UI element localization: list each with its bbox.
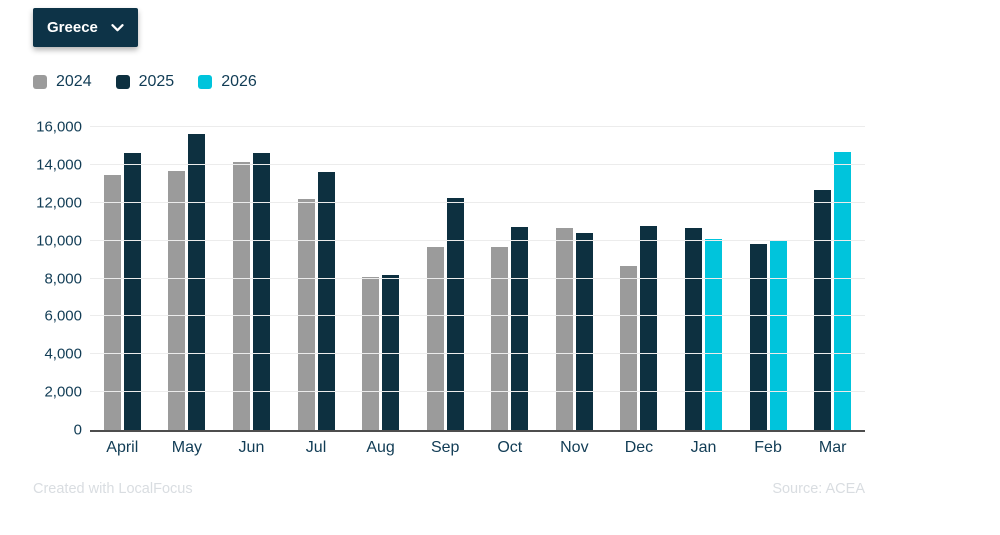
- bar-2024-april[interactable]: [103, 175, 121, 430]
- plot-area: [90, 126, 865, 432]
- gridline: [90, 239, 865, 241]
- bar-2025-may[interactable]: [188, 133, 206, 430]
- gridline: [90, 163, 865, 165]
- x-axis-line: [90, 430, 865, 432]
- bar-2025-sep[interactable]: [446, 198, 464, 430]
- bar-2024-oct[interactable]: [491, 247, 509, 430]
- bar-group-jun: [219, 127, 284, 430]
- country-dropdown-label: Greece: [47, 19, 98, 36]
- credit-text: Created with LocalFocus: [33, 481, 193, 497]
- y-tick-label: 10,000: [36, 232, 82, 250]
- x-tick-label: Oct: [497, 439, 523, 456]
- bar-group-jan: [671, 127, 736, 430]
- x-tick-label: May: [171, 439, 202, 456]
- bar-group-mar: [800, 127, 865, 430]
- x-tick-label: Jul: [305, 439, 327, 456]
- gridline: [90, 201, 865, 203]
- bar-2025-jan[interactable]: [684, 228, 702, 430]
- x-tick-label: April: [106, 439, 139, 456]
- y-tick-label: 8,000: [44, 270, 82, 287]
- x-tick-label: Nov: [560, 439, 589, 456]
- y-tick-label: 14,000: [36, 156, 82, 174]
- bar-group-oct: [477, 127, 542, 430]
- bar-2025-dec[interactable]: [640, 226, 658, 430]
- bar-2024-jul[interactable]: [297, 198, 315, 430]
- bar-group-dec: [607, 127, 672, 430]
- x-tick-label: Mar: [818, 439, 847, 456]
- y-tick-label: 2,000: [44, 383, 82, 401]
- gridline: [90, 277, 865, 279]
- legend-swatch-2025: [115, 75, 130, 89]
- y-tick-label: 16,000: [36, 118, 82, 136]
- legend: 2024 2025 2026: [33, 73, 257, 91]
- legend-item-2026[interactable]: 2026: [198, 73, 257, 91]
- bar-series-container: [90, 127, 865, 430]
- bar-group-sep: [413, 127, 478, 430]
- bar-2026-jan[interactable]: [704, 238, 722, 430]
- legend-swatch-2026: [198, 75, 213, 89]
- bar-group-april: [90, 127, 155, 430]
- bar-group-jul: [284, 127, 349, 430]
- y-tick-label: 0: [73, 421, 82, 439]
- y-tick-label: 6,000: [44, 307, 82, 325]
- bar-2025-feb[interactable]: [749, 244, 767, 430]
- x-axis: April May Jun Jul Aug Sep Oct Nov Dec Jan Feb Mar: [90, 439, 865, 457]
- bar-group-may: [155, 127, 220, 430]
- legend-label-2024: 2024: [56, 73, 92, 90]
- bar-2025-jun[interactable]: [252, 152, 270, 430]
- x-tick-label: Aug: [366, 439, 395, 456]
- bar-2024-may[interactable]: [168, 170, 186, 430]
- bar-2024-dec[interactable]: [620, 266, 638, 430]
- bar-group-nov: [542, 127, 607, 430]
- x-tick-label: Jan: [690, 439, 717, 456]
- bar-2025-jul[interactable]: [317, 172, 335, 430]
- bar-group-feb: [736, 127, 801, 430]
- legend-item-2025[interactable]: 2025: [115, 73, 175, 91]
- x-tick-label: Feb: [754, 439, 782, 456]
- gridline: [90, 391, 865, 393]
- legend-label-2025: 2025: [138, 73, 175, 90]
- country-dropdown[interactable]: Greece: [33, 8, 138, 47]
- x-tick-label: Dec: [624, 439, 654, 456]
- gridline: [90, 126, 865, 127]
- bar-2025-nov[interactable]: [575, 233, 593, 430]
- gridline: [90, 353, 865, 355]
- bar-2024-jun[interactable]: [232, 162, 250, 430]
- legend-label-2026: 2026: [221, 73, 257, 90]
- x-tick-label: Sep: [430, 439, 460, 456]
- bar-2026-mar[interactable]: [834, 151, 852, 430]
- legend-swatch-2024: [33, 75, 47, 89]
- bar-2024-sep[interactable]: [426, 247, 444, 430]
- bar-2024-nov[interactable]: [555, 228, 573, 430]
- bar-2025-april[interactable]: [123, 152, 141, 430]
- bar-2025-mar[interactable]: [814, 189, 832, 430]
- y-axis: 0 2,000 4,000 6,000 8,000 10,000 12,000 14,000 1…: [0, 119, 82, 439]
- y-tick-label: 12,000: [36, 194, 82, 212]
- legend-item-2024[interactable]: 2024: [33, 73, 92, 91]
- footer: Created with LocalFocus Source: ACEA: [33, 481, 865, 497]
- gridline: [90, 315, 865, 317]
- chevron-down-icon: [111, 23, 124, 32]
- bar-2026-feb[interactable]: [769, 239, 787, 430]
- bar-2025-oct[interactable]: [511, 227, 529, 430]
- x-tick-label: Jun: [238, 439, 265, 456]
- source-text: Source: ACEA: [772, 481, 865, 497]
- y-tick-label: 4,000: [44, 345, 82, 363]
- bar-group-aug: [348, 127, 413, 430]
